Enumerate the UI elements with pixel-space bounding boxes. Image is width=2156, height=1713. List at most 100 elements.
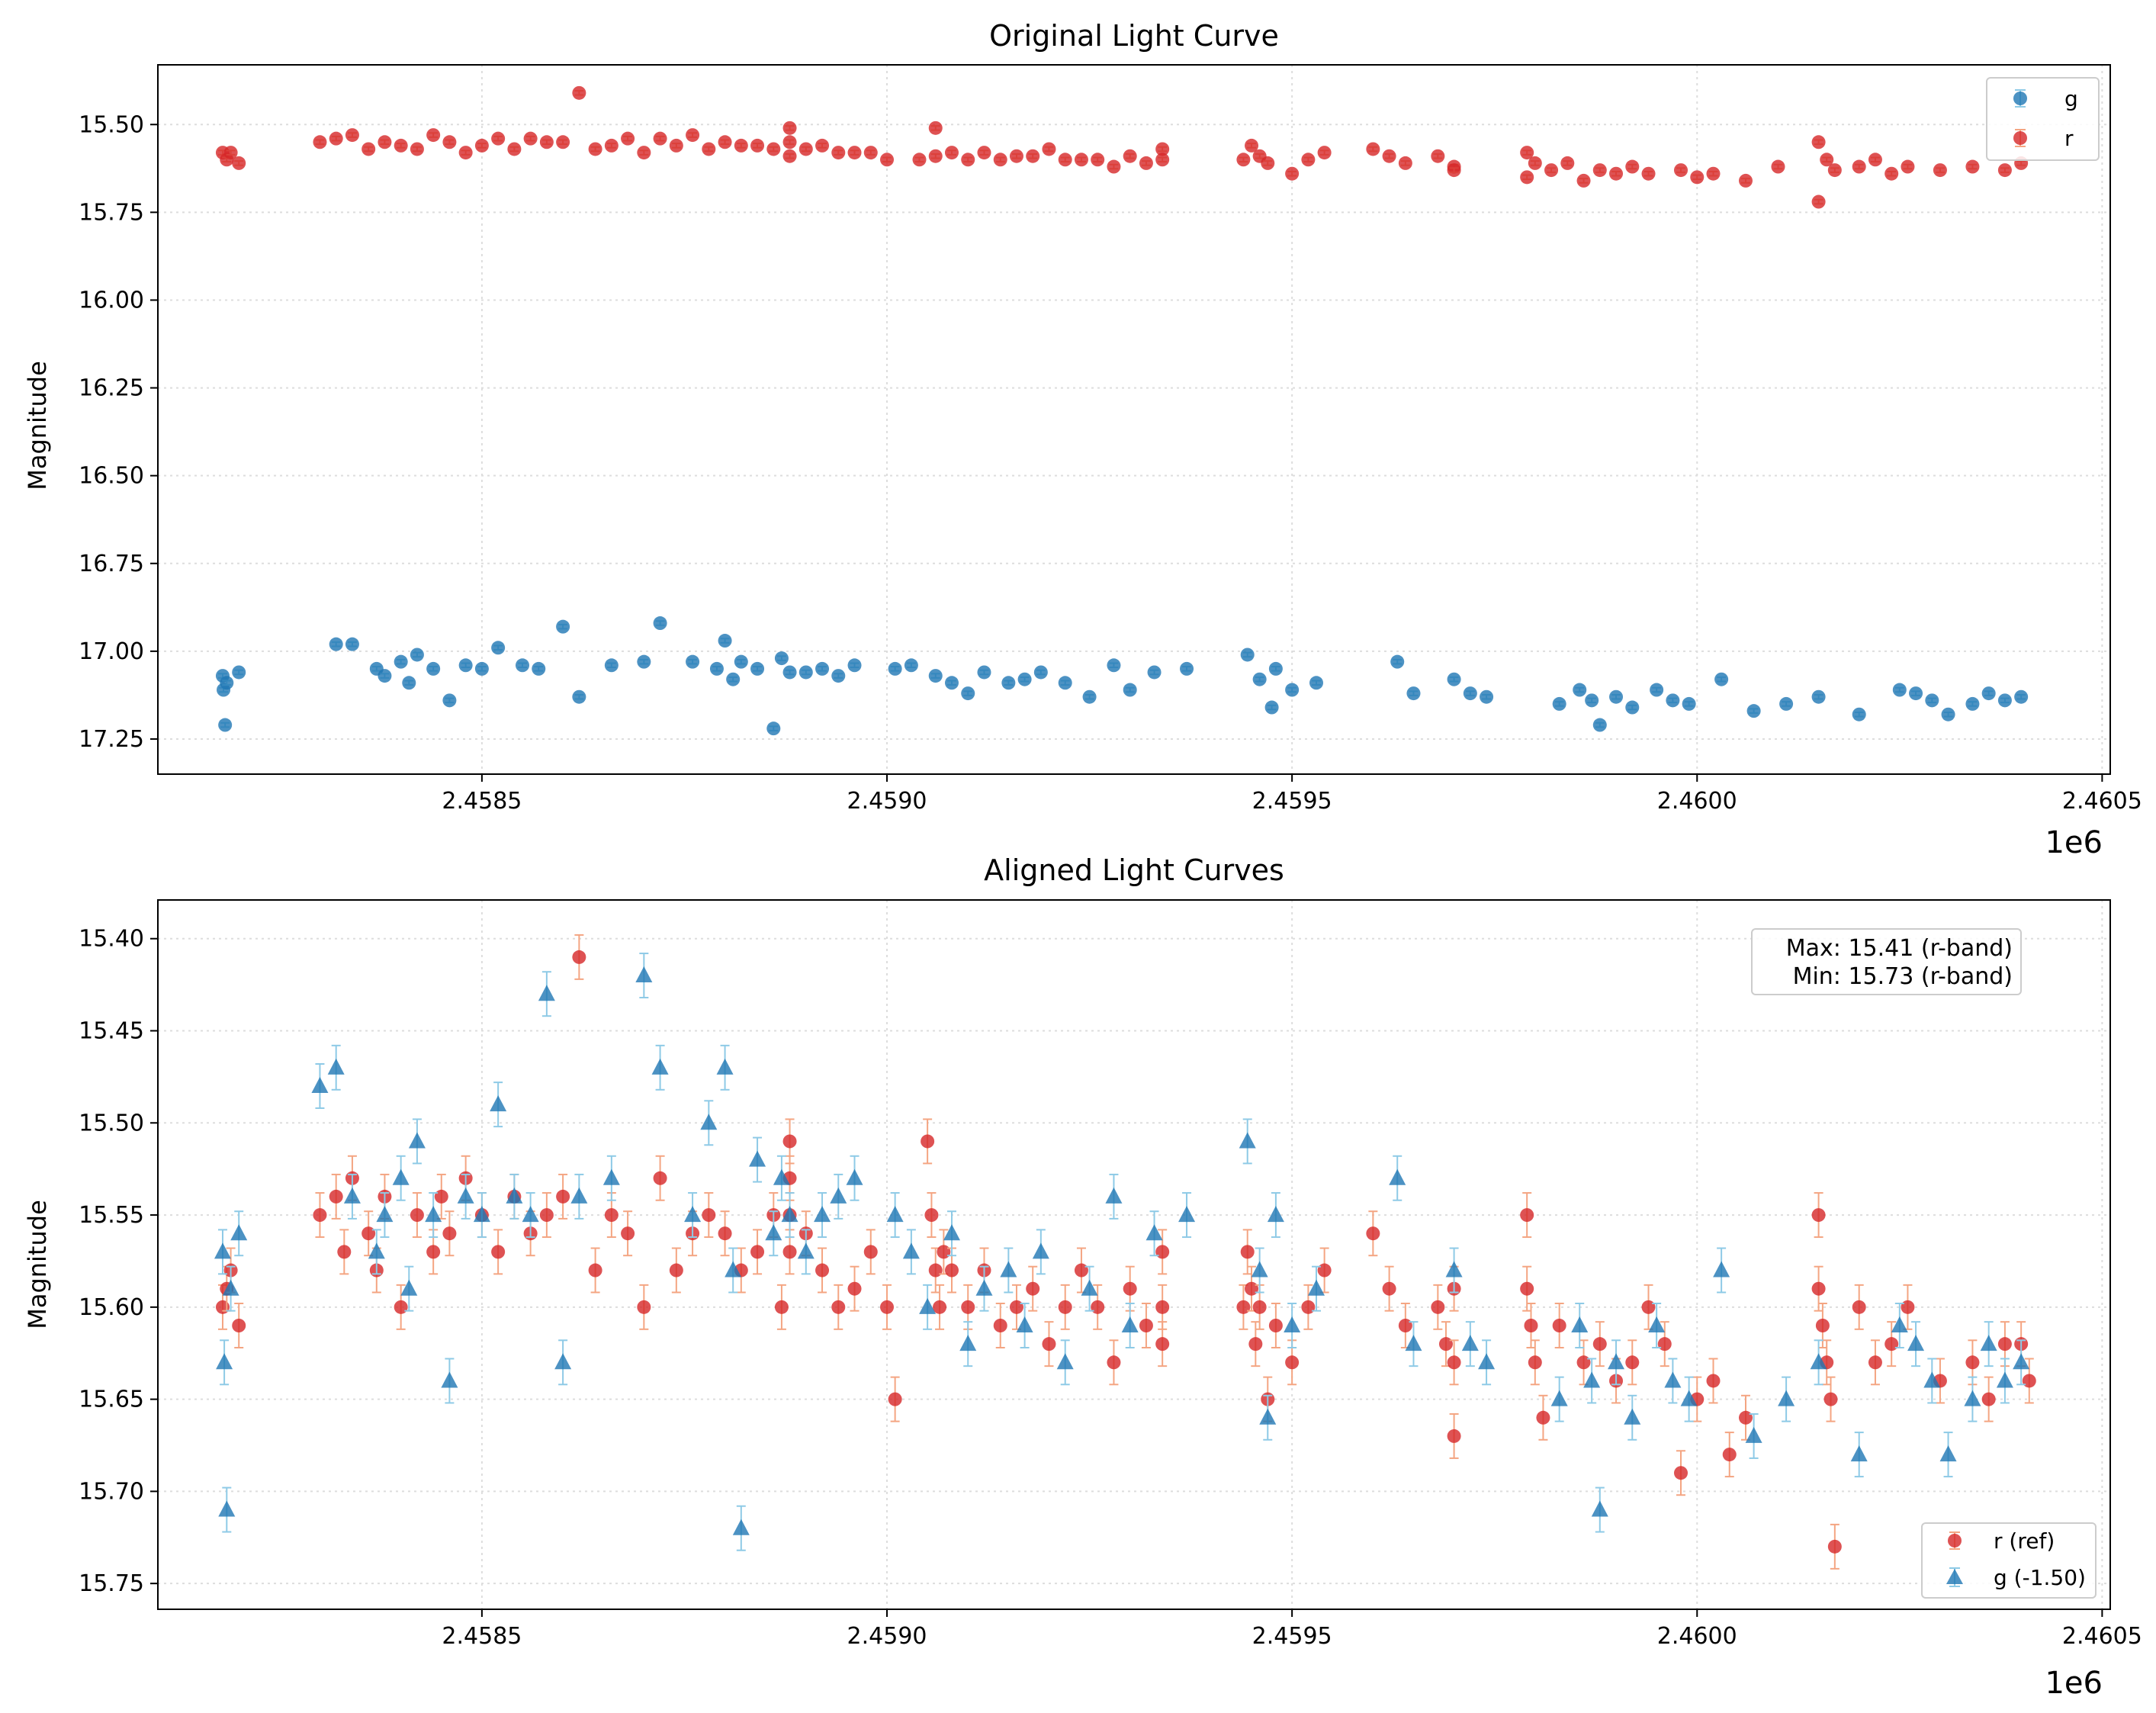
data-point-r [378, 135, 392, 149]
marker [863, 146, 878, 160]
marker [1778, 1390, 1795, 1406]
marker [1980, 1335, 1997, 1351]
data-point-g-1-50- [1145, 1210, 1163, 1257]
marker [1463, 686, 1477, 701]
data-point-r [718, 135, 732, 149]
data-point-r-ref- [1868, 1339, 1882, 1386]
data-point-g-1-50- [311, 1062, 329, 1109]
data-point-g-1-50- [773, 1155, 790, 1201]
marker [572, 950, 586, 964]
marker [880, 153, 895, 167]
data-point-g [637, 654, 651, 669]
x-offset-label: 1e6 [2045, 825, 2103, 860]
data-point-g-1-50- [1980, 1321, 1997, 1368]
marker [507, 142, 522, 156]
marker [1965, 159, 1980, 174]
marker [410, 1208, 424, 1223]
data-point-r [880, 153, 895, 167]
data-point-g [782, 665, 797, 680]
data-point-g-1-50- [400, 1265, 418, 1312]
data-point-r [1107, 159, 1121, 174]
marker [1264, 700, 1279, 715]
marker [774, 651, 789, 666]
marker [993, 1319, 1007, 1332]
marker [1690, 170, 1705, 185]
marker [1284, 1316, 1301, 1332]
data-point-g-1-50- [538, 971, 555, 1017]
marker [1811, 135, 1826, 149]
legend-marker-g-shifted [1946, 1569, 1963, 1584]
data-point-r [507, 142, 522, 156]
marker [410, 648, 424, 662]
data-point-g-1-50- [1571, 1303, 1589, 1348]
data-point-r-ref- [1431, 1284, 1445, 1330]
marker [847, 146, 862, 160]
marker [426, 128, 441, 143]
marker [1285, 683, 1300, 697]
marker [556, 1189, 570, 1204]
marker [766, 722, 781, 736]
data-point-r [1091, 153, 1105, 167]
data-point-g-1-50- [392, 1155, 410, 1201]
y-tick-label: 15.75 [79, 199, 144, 226]
marker [2014, 689, 2029, 704]
marker [686, 128, 700, 143]
data-point-r [961, 153, 975, 167]
data-point-g [1240, 648, 1255, 662]
marker [223, 146, 238, 160]
marker [1398, 156, 1412, 170]
marker [653, 1171, 667, 1185]
data-point-g-1-50- [214, 1229, 231, 1275]
marker [1713, 1261, 1730, 1278]
marker [343, 1187, 361, 1204]
data-point-r [1544, 163, 1559, 178]
data-point-r-ref- [572, 934, 586, 980]
marker [1074, 1263, 1088, 1278]
data-point-r-ref- [750, 1229, 765, 1275]
marker [1245, 138, 1259, 153]
marker [782, 665, 797, 680]
marker [886, 1206, 904, 1223]
marker [1301, 153, 1316, 167]
data-point-r-ref- [442, 1210, 457, 1257]
marker [1239, 1132, 1256, 1149]
marker [904, 658, 918, 673]
data-point-r-ref- [1884, 1321, 1899, 1368]
data-point-g [1625, 700, 1640, 715]
data-point-g-1-50- [376, 1192, 394, 1239]
data-point-g [220, 676, 234, 690]
marker [1666, 693, 1680, 708]
marker [604, 138, 619, 153]
data-point-g [1925, 693, 1939, 708]
marker [1583, 1371, 1601, 1388]
marker [216, 1353, 233, 1370]
marker [1925, 693, 1939, 708]
data-point-r-ref- [1155, 1229, 1170, 1275]
data-point-r-ref- [880, 1284, 895, 1330]
marker [1139, 156, 1153, 170]
marker [734, 654, 748, 669]
data-point-g-1-50- [218, 1486, 236, 1533]
plot-frame [157, 64, 2111, 775]
marker [311, 1076, 329, 1093]
data-point-r [1042, 142, 1056, 156]
marker [1528, 156, 1542, 170]
data-point-r-ref- [1301, 1284, 1316, 1330]
data-point-g [1997, 693, 2012, 708]
marker [912, 153, 927, 167]
data-point-r [1139, 156, 1153, 170]
data-point-g [928, 669, 943, 683]
y-tick-label: 16.25 [79, 375, 144, 402]
data-point-g [1592, 718, 1607, 732]
data-point-r-ref- [1139, 1303, 1153, 1348]
marker [1965, 1355, 1980, 1370]
legend-marker-r [2013, 131, 2027, 145]
data-point-g-1-50- [943, 1210, 960, 1257]
data-point-g-1-50- [684, 1192, 702, 1239]
data-point-r [912, 153, 927, 167]
marker [846, 1168, 863, 1185]
data-point-r [766, 142, 781, 156]
data-point-r [1609, 166, 1624, 181]
data-point-g-1-50- [1105, 1173, 1123, 1220]
marker [232, 665, 246, 680]
